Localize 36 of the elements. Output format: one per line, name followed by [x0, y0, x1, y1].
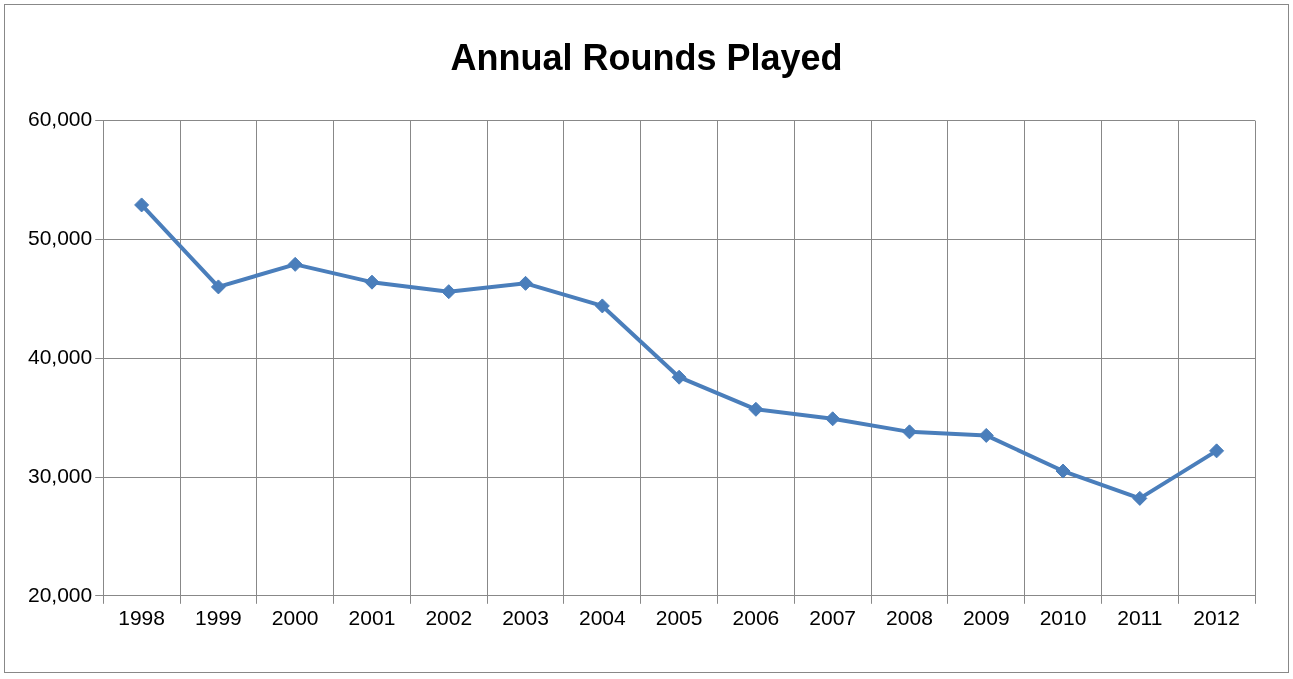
- y-tick-label: 50,000: [28, 226, 93, 250]
- x-tick-label: 2009: [962, 606, 1010, 630]
- point: [1209, 443, 1225, 459]
- point: [287, 256, 303, 272]
- y-tick-label: 20,000: [28, 582, 93, 606]
- x-tick-label: 2002: [425, 606, 473, 630]
- x-tick-label: 1998: [118, 606, 165, 630]
- point: [594, 298, 610, 314]
- x-tick-label: 2004: [578, 606, 627, 630]
- x-tick-label: 1999: [195, 606, 242, 630]
- point: [901, 424, 917, 440]
- x-tick-label: 2010: [1039, 606, 1087, 630]
- y-tick-label: 40,000: [28, 345, 93, 368]
- point: [134, 197, 150, 213]
- point: [1132, 490, 1148, 506]
- point: [364, 274, 380, 290]
- point: [671, 369, 687, 385]
- x-tick-label: 2011: [1117, 606, 1163, 630]
- x-tick-label: 2008: [886, 606, 933, 630]
- x-tick-label: 2012: [1193, 606, 1240, 630]
- y-tick-label: 30,000: [28, 463, 93, 487]
- point: [748, 401, 764, 417]
- x-tick-label: 2005: [655, 606, 703, 630]
- x-tick-label: 2007: [809, 606, 857, 630]
- point: [978, 427, 994, 443]
- chart-title: Annual Rounds Played: [449, 37, 844, 79]
- x-tick-label: 2001: [348, 606, 396, 630]
- point: [210, 279, 226, 295]
- point: [825, 411, 841, 427]
- x-tick-label: 2006: [732, 606, 780, 630]
- point: [441, 284, 457, 300]
- x-tick-label: 2003: [502, 606, 549, 630]
- y-tick-label: 60,000: [28, 107, 93, 131]
- point: [1055, 463, 1071, 479]
- point: [518, 275, 534, 291]
- x-tick-label: 2000: [271, 606, 319, 630]
